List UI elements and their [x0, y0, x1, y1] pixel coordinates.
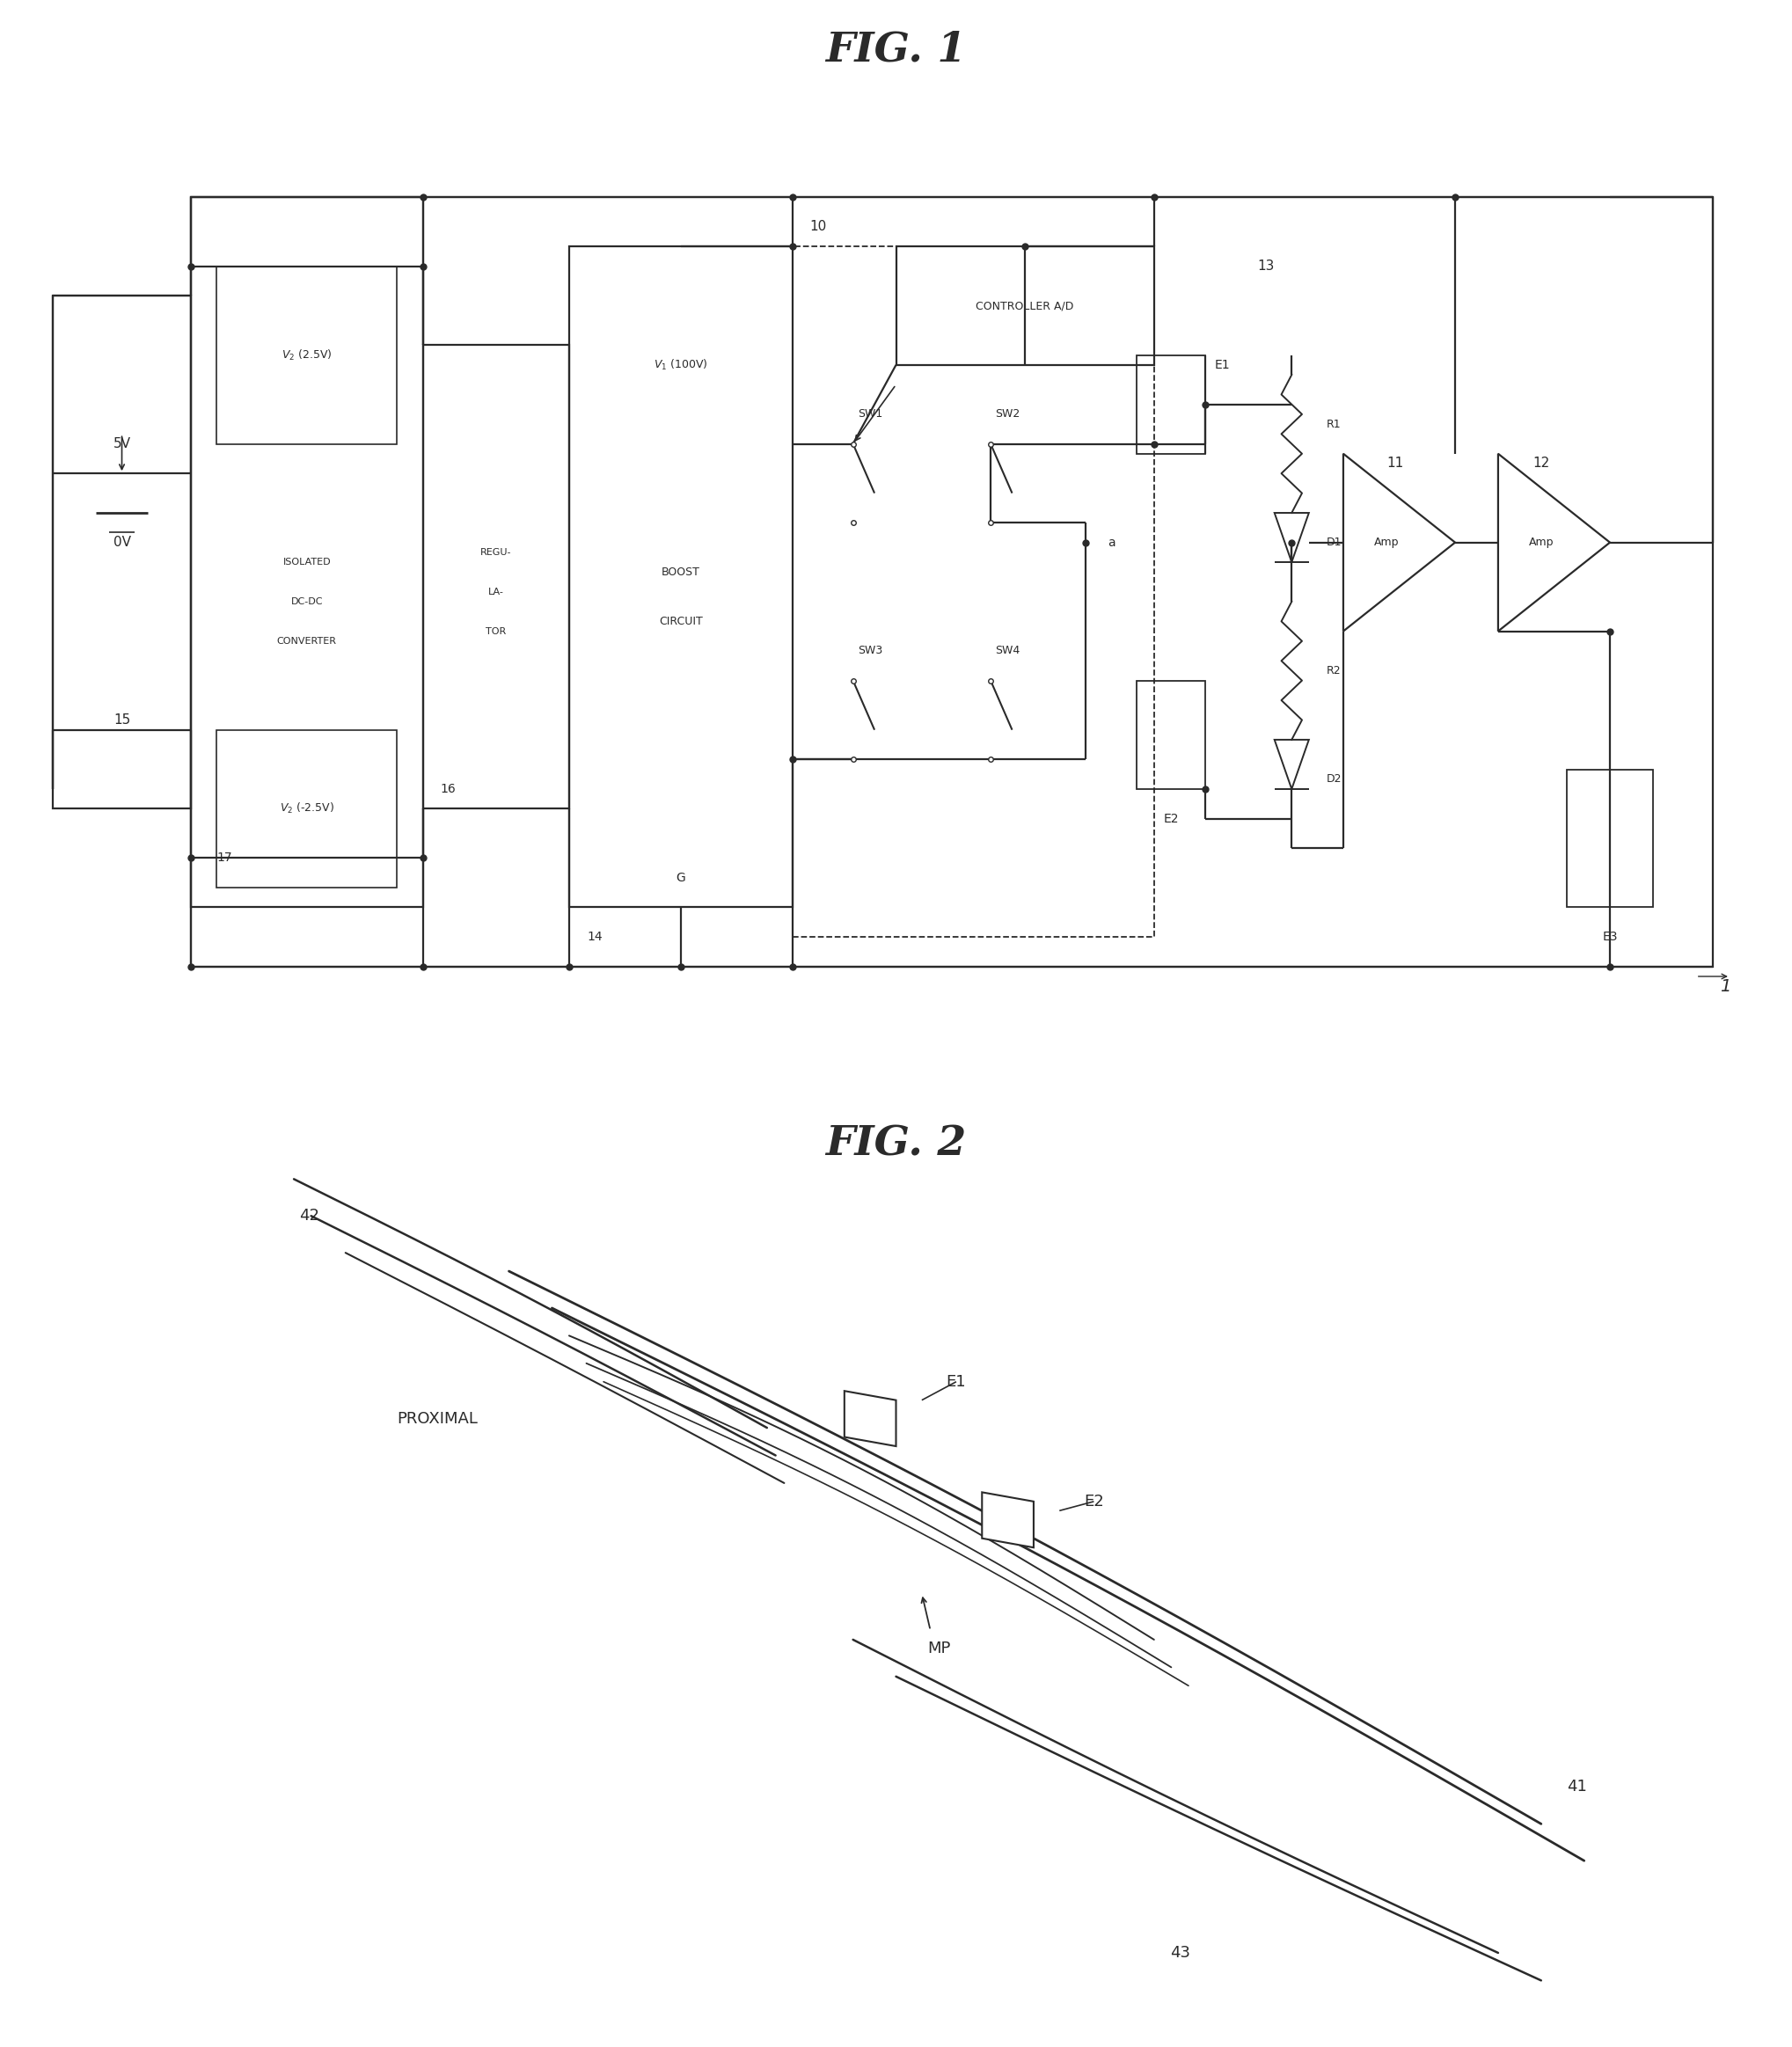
Text: DC-DC: DC-DC	[290, 598, 323, 606]
Text: SW4: SW4	[995, 645, 1020, 657]
Text: 12: 12	[1532, 456, 1550, 471]
Text: E2: E2	[1084, 1494, 1104, 1509]
Bar	[190, 197, 423, 907]
Text: 5V: 5V	[113, 438, 131, 450]
Text: $V_2$ (2.5V): $V_2$ (2.5V)	[281, 348, 332, 362]
Text: Amp: Amp	[1374, 536, 1400, 549]
Text: $V_1$ (100V): $V_1$ (100V)	[654, 358, 708, 373]
Text: Amp: Amp	[1529, 536, 1554, 549]
Text: 41: 41	[1566, 1779, 1588, 1795]
Text: E2: E2	[1163, 813, 1179, 825]
Text: D1: D1	[1326, 536, 1342, 549]
Bar	[570, 246, 792, 907]
Text: SW2: SW2	[995, 409, 1020, 420]
Text: CIRCUIT: CIRCUIT	[659, 616, 702, 626]
Bar	[792, 246, 1154, 938]
Text: 14: 14	[588, 931, 602, 944]
Text: 15: 15	[113, 714, 131, 727]
Text: REGU-: REGU-	[480, 549, 513, 557]
Text: G: G	[676, 872, 686, 884]
Text: 10: 10	[810, 221, 826, 233]
Text: 16: 16	[441, 782, 455, 794]
Text: 13: 13	[1258, 260, 1274, 272]
Text: ISOLATED: ISOLATED	[283, 557, 332, 567]
Text: SW1: SW1	[858, 409, 883, 420]
Text: TOR: TOR	[486, 626, 507, 637]
Text: LA-: LA-	[487, 587, 504, 596]
Text: E1: E1	[1215, 358, 1229, 371]
Text: MP: MP	[928, 1642, 950, 1656]
Bar	[1136, 680, 1206, 788]
Text: 43: 43	[1170, 1945, 1190, 1961]
Polygon shape	[844, 1392, 896, 1445]
Bar	[1136, 354, 1206, 454]
Text: 42: 42	[299, 1208, 319, 1224]
Text: $V_2$ (-2.5V): $V_2$ (-2.5V)	[280, 802, 333, 817]
Text: CONTROLLER A/D: CONTROLLER A/D	[977, 301, 1073, 311]
Bar	[54, 297, 190, 809]
Text: E3: E3	[1602, 931, 1618, 944]
Bar	[423, 346, 570, 809]
Text: FIG. 1: FIG. 1	[826, 29, 966, 70]
Text: 1: 1	[1720, 978, 1731, 995]
Bar	[217, 731, 398, 888]
Bar	[1566, 770, 1652, 907]
Text: FIG. 2: FIG. 2	[826, 1124, 966, 1165]
Text: CONVERTER: CONVERTER	[278, 637, 337, 645]
Text: R2: R2	[1326, 665, 1340, 676]
Polygon shape	[982, 1492, 1034, 1548]
Text: D2: D2	[1326, 774, 1342, 784]
Bar	[217, 266, 398, 444]
Bar	[190, 197, 1713, 966]
Text: PROXIMAL: PROXIMAL	[398, 1410, 478, 1427]
Text: 0V: 0V	[113, 536, 131, 549]
Bar	[896, 246, 1154, 364]
Text: a: a	[1107, 536, 1115, 549]
Text: 17: 17	[217, 852, 231, 864]
Text: E1: E1	[946, 1374, 966, 1390]
Text: SW3: SW3	[858, 645, 883, 657]
Text: R1: R1	[1326, 418, 1340, 430]
Text: BOOST: BOOST	[661, 567, 701, 577]
Text: 11: 11	[1387, 456, 1403, 471]
